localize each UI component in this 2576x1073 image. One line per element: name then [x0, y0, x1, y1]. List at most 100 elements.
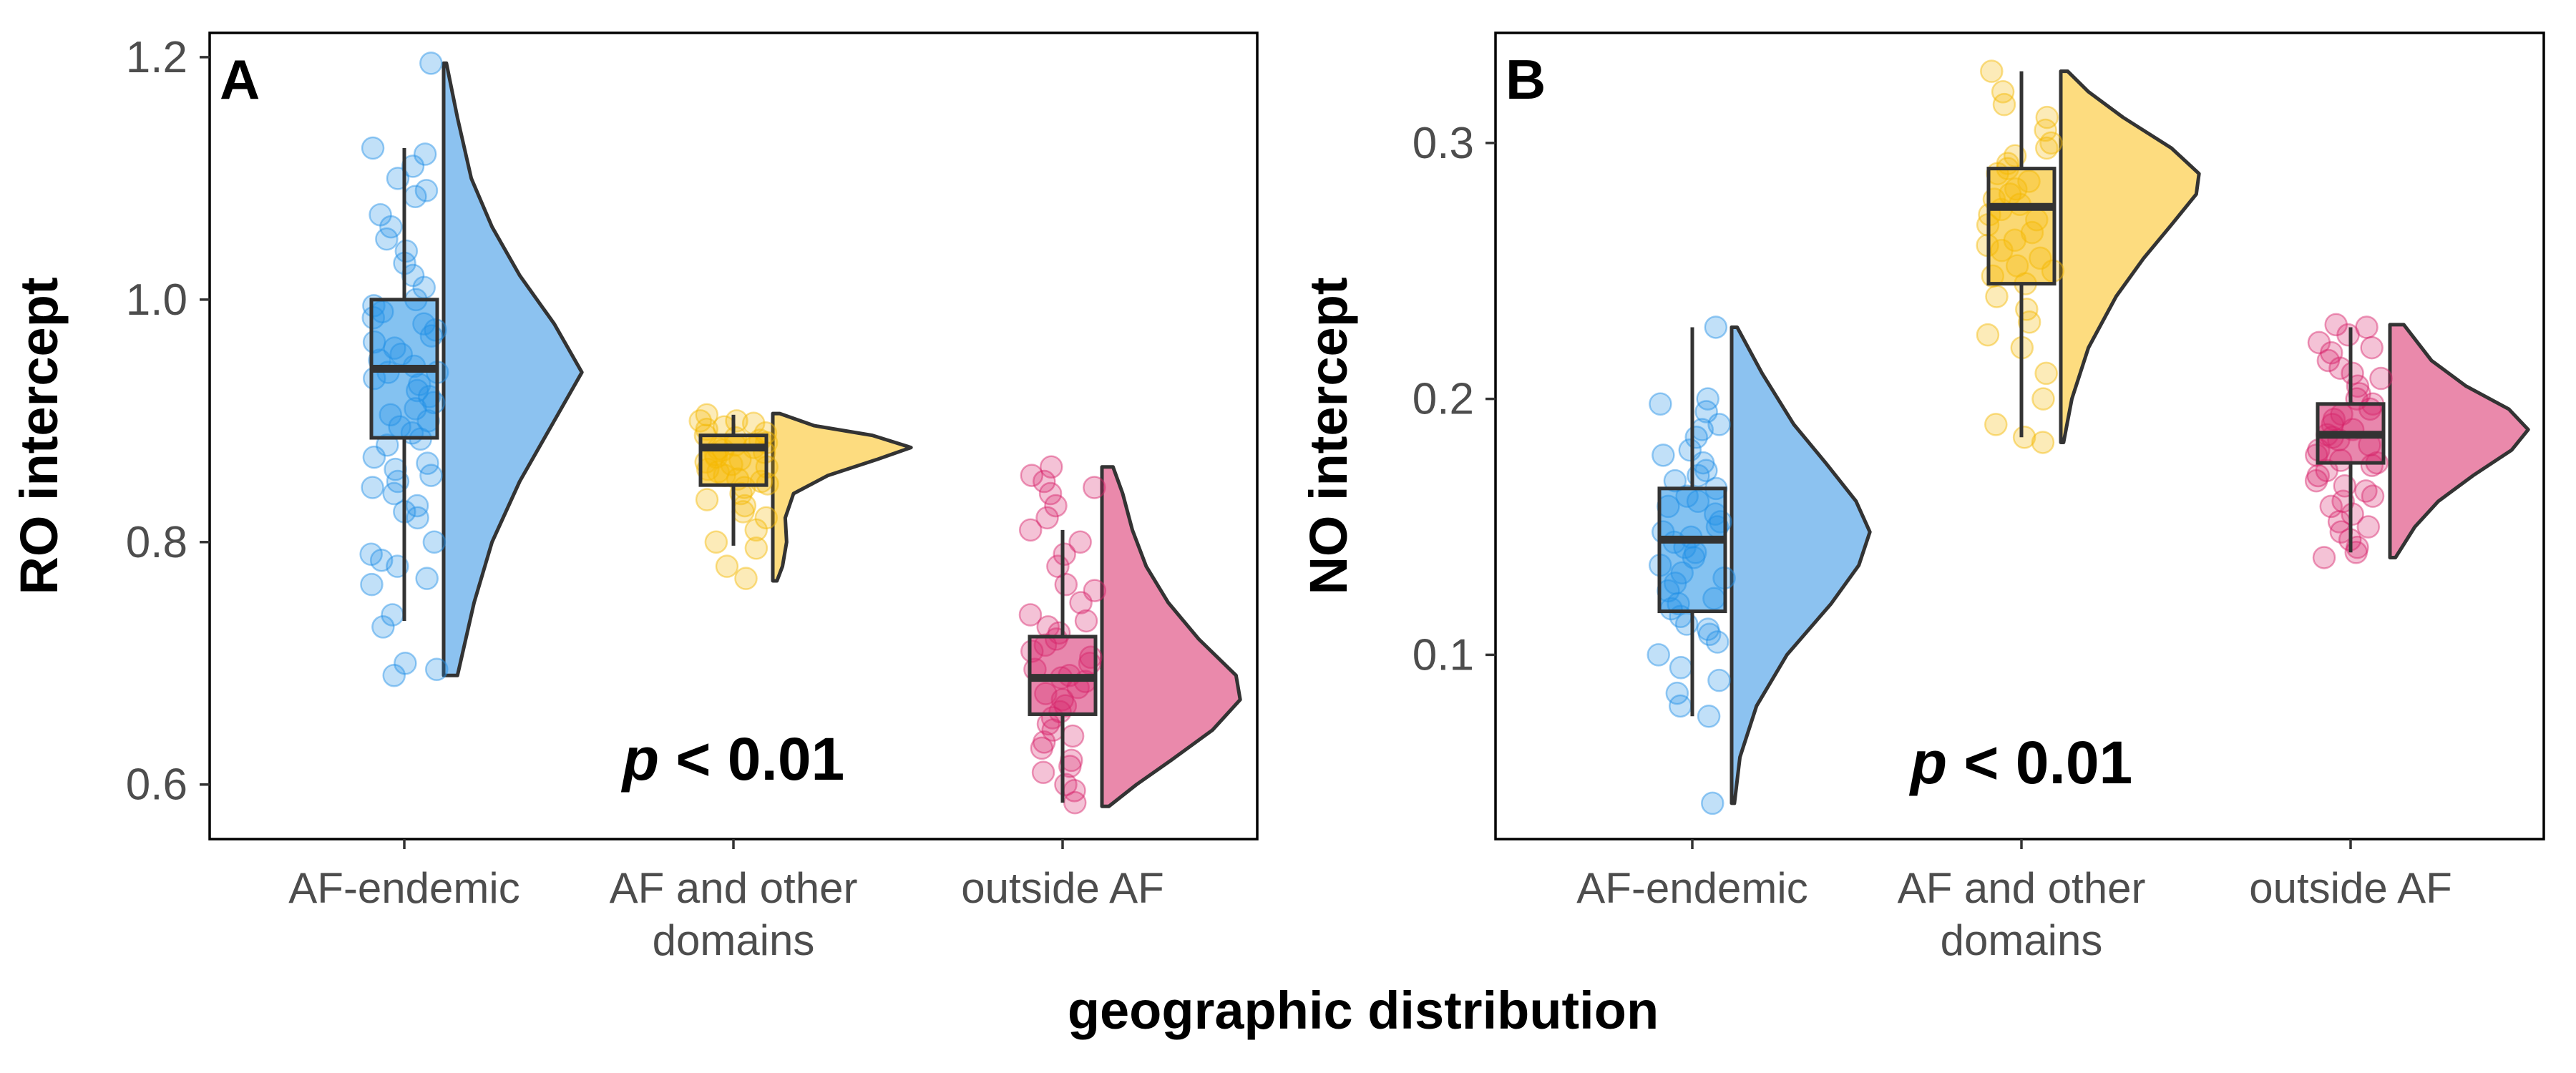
x-axis-label: geographic distribution — [1068, 981, 1659, 1040]
y-tick-label: 0.6 — [126, 760, 187, 810]
data-point — [401, 263, 425, 288]
p-value-italic: p — [1909, 729, 1947, 796]
x-tick-label-line: outside AF — [961, 864, 1164, 912]
y-tick-label: 0.8 — [126, 518, 187, 567]
data-point — [2031, 431, 2055, 454]
data-point — [382, 663, 406, 687]
data-point — [1674, 612, 1699, 636]
data-point — [379, 215, 403, 239]
x-tick-label-line: AF and other — [1898, 864, 2146, 912]
x-tick-label: outside AF — [961, 864, 1164, 912]
data-point — [401, 155, 425, 178]
data-point — [688, 409, 712, 433]
data-point — [1992, 92, 2016, 117]
data-point — [1060, 748, 1083, 773]
density-half-violin — [1100, 465, 1242, 808]
group-af-endemic — [359, 52, 584, 687]
x-tick-label: outside AF — [2249, 864, 2452, 912]
data-point — [369, 202, 392, 227]
data-point — [1069, 591, 1093, 614]
data-point — [2035, 105, 2059, 129]
data-point — [1696, 387, 1719, 411]
data-point — [2324, 313, 2348, 337]
y-tick-label: 0.1 — [1413, 630, 1474, 680]
data-point — [1697, 622, 1722, 647]
box-iqr — [1657, 486, 1727, 614]
density-half-violin — [2059, 69, 2201, 444]
group-af-and-other-domains — [1976, 59, 2201, 454]
data-point — [1020, 464, 1044, 487]
data-point — [1694, 459, 1718, 483]
group-af-endemic — [1646, 315, 1872, 815]
data-point — [1678, 438, 1702, 462]
density-half-violin — [1729, 325, 1872, 805]
data-point — [394, 652, 417, 675]
data-point — [2312, 546, 2336, 569]
data-point — [744, 518, 768, 542]
data-point — [1063, 790, 1087, 815]
x-tick-label: AF-endemic — [288, 864, 519, 912]
data-point — [715, 554, 739, 578]
x-tick-label-line: domains — [1941, 916, 2103, 964]
data-point — [2031, 387, 2055, 411]
p-value-rest: < 0.01 — [659, 725, 844, 793]
data-point — [2336, 323, 2360, 347]
x-tick-label: AF-endemic — [1576, 864, 1807, 912]
data-point — [1704, 315, 1728, 339]
data-point — [2369, 366, 2393, 391]
data-point — [1668, 694, 1692, 718]
y-tick-label: 1.2 — [126, 33, 187, 82]
data-point — [425, 657, 449, 681]
data-point — [1665, 681, 1689, 705]
data-point — [2034, 118, 2057, 142]
x-tick-label: AF and other domains — [1898, 864, 2146, 964]
data-point — [744, 536, 769, 560]
x-tick-label-line: outside AF — [2249, 864, 2452, 912]
data-point — [419, 52, 443, 75]
data-point — [361, 476, 384, 499]
p-value-rest: < 0.01 — [1947, 729, 2132, 796]
data-point — [2035, 136, 2059, 160]
data-point — [414, 179, 439, 202]
data-point — [1039, 455, 1063, 479]
y-tick-label: 0.2 — [1413, 375, 1474, 424]
data-point — [1054, 572, 1078, 597]
data-point — [362, 445, 386, 469]
group-outside-af — [1018, 455, 1242, 815]
panel-letter: B — [1506, 48, 1546, 111]
data-point — [2034, 361, 2058, 386]
box-iqr — [698, 433, 769, 487]
data-point — [1646, 643, 1671, 667]
x-tick-label: AF and other domains — [610, 864, 858, 964]
data-point — [1669, 656, 1693, 680]
data-point — [2306, 464, 2330, 488]
data-point — [1707, 668, 1731, 692]
data-point — [704, 530, 728, 554]
data-point — [2360, 335, 2384, 360]
data-point — [2012, 426, 2036, 449]
panel-b: 0.1 0.2 0.3 NO intercept AF-endemic AF and ot… — [1299, 31, 2545, 964]
data-point — [419, 464, 443, 487]
data-point — [1031, 760, 1055, 785]
data-point — [2355, 315, 2379, 339]
y-axis-label: NO intercept — [1299, 277, 1358, 594]
data-point — [415, 567, 439, 590]
data-point — [1985, 285, 2009, 308]
data-point — [406, 506, 429, 530]
data-point — [2331, 489, 2355, 513]
data-point — [1694, 400, 1718, 423]
data-point — [384, 457, 407, 481]
y-tick-label: 1.0 — [126, 275, 187, 325]
data-point — [2361, 484, 2385, 508]
data-point — [2039, 131, 2063, 155]
data-point — [2356, 515, 2381, 539]
data-point — [1033, 469, 1056, 494]
data-point — [2319, 340, 2343, 365]
data-point — [2319, 494, 2343, 519]
x-tick-label-line: domains — [653, 916, 815, 964]
data-point — [1705, 630, 1729, 654]
data-point — [1697, 705, 1721, 728]
data-point — [1018, 603, 1043, 627]
p-value-annotation: p < 0.01 — [621, 725, 845, 793]
data-point — [394, 239, 419, 263]
